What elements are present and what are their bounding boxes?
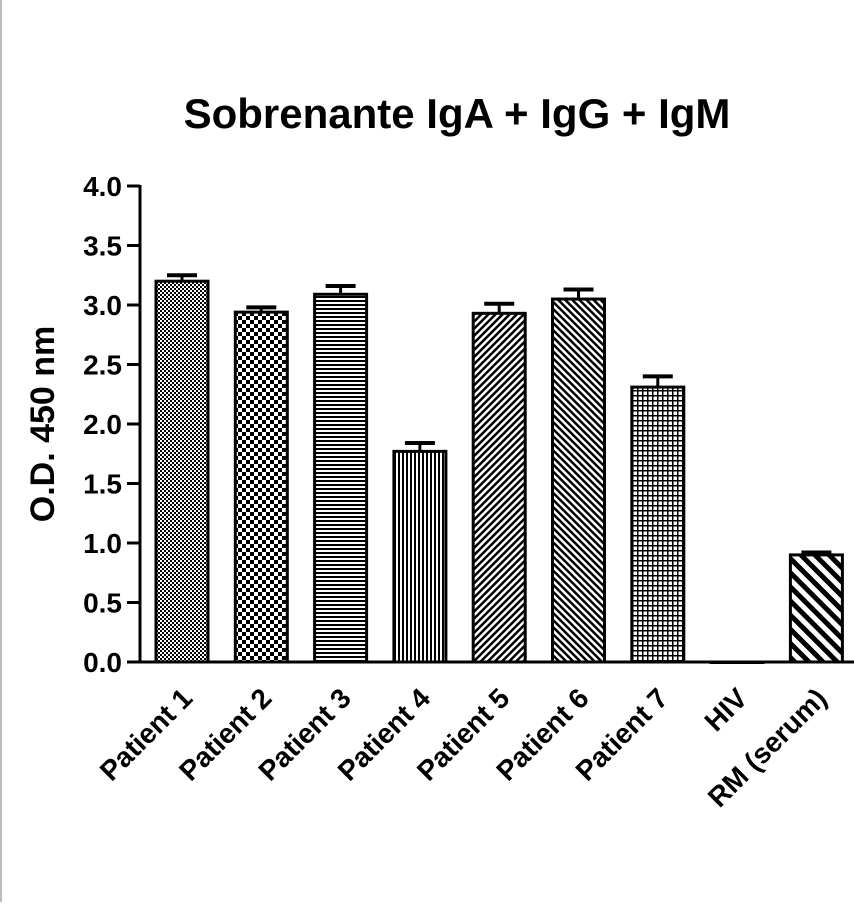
error-bar-2 bbox=[246, 305, 277, 313]
bar-4 bbox=[392, 449, 448, 664]
y-tick-label: 0.0 bbox=[83, 647, 122, 678]
bar-2 bbox=[233, 310, 289, 664]
bar-7 bbox=[630, 385, 686, 664]
error-bar-1 bbox=[167, 273, 197, 282]
bar-5 bbox=[471, 311, 527, 664]
error-bar-4 bbox=[404, 441, 435, 452]
y-tick-label: 0.5 bbox=[83, 588, 122, 619]
y-tick-label: 1.5 bbox=[83, 469, 122, 500]
y-axis-label: O.D. 450 nm bbox=[24, 326, 62, 523]
y-tick-label: 3.0 bbox=[83, 290, 122, 321]
x-tick-label: HIV bbox=[698, 682, 753, 737]
error-bar-7 bbox=[642, 374, 673, 388]
bars-group bbox=[154, 279, 844, 664]
y-tick-label: 2.5 bbox=[83, 350, 122, 381]
error-bars-group bbox=[167, 273, 832, 555]
bar-9 bbox=[788, 553, 844, 664]
bar-3 bbox=[313, 292, 369, 664]
error-bar-3 bbox=[325, 283, 356, 295]
error-bar-6 bbox=[563, 287, 594, 300]
error-bar-5 bbox=[484, 301, 515, 314]
y-axis: 0.0 0.5 1.0 1.5 2.0 2.5 3.0 3.5 4.0 bbox=[83, 171, 142, 678]
chart-title: Sobrenante IgA + IgG + IgM bbox=[184, 90, 731, 137]
bar-1 bbox=[154, 279, 210, 664]
error-bar-9 bbox=[801, 550, 832, 555]
y-tick-label: 1.0 bbox=[83, 528, 122, 559]
y-tick-label: 2.0 bbox=[83, 409, 122, 440]
y-tick-label: 3.5 bbox=[83, 231, 122, 262]
bar-6 bbox=[551, 297, 606, 664]
y-tick-label: 4.0 bbox=[83, 171, 122, 202]
